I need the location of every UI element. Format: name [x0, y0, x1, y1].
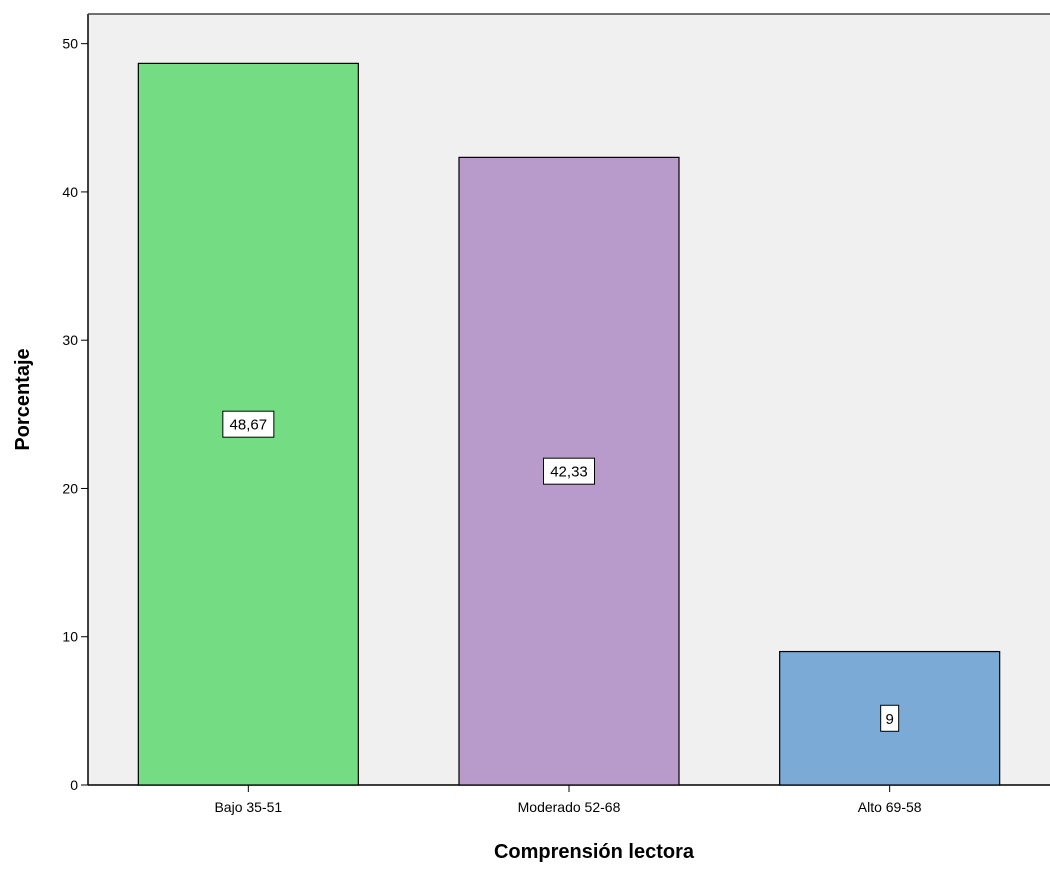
data-label: 42,33	[550, 464, 588, 481]
x-axis-title: Comprensión lectora	[494, 841, 695, 863]
data-label: 48,67	[230, 417, 268, 434]
y-tick-label: 20	[62, 480, 78, 496]
y-tick-label: 10	[62, 629, 78, 645]
y-tick-label: 30	[62, 332, 78, 348]
x-axis: Bajo 35-51 Moderado 52-68 Alto 69-58	[88, 784, 1050, 815]
data-label: 9	[885, 711, 893, 728]
x-tick-label: Bajo 35-51	[214, 799, 282, 815]
y-axis-title: Porcentaje	[12, 348, 34, 450]
y-tick-label: 40	[62, 184, 78, 200]
data-labels: 48,67 42,33 9	[222, 410, 900, 732]
y-tick-label: 50	[62, 36, 78, 52]
x-tick-label: Alto 69-58	[858, 799, 922, 815]
y-tick-label: 0	[70, 777, 78, 793]
data-label-box	[880, 704, 900, 732]
data-label-box	[222, 410, 275, 438]
data-label-box	[543, 457, 595, 485]
x-tick-label: Moderado 52-68	[518, 799, 621, 815]
y-axis: 0 10 20 30 40 50	[62, 14, 89, 793]
